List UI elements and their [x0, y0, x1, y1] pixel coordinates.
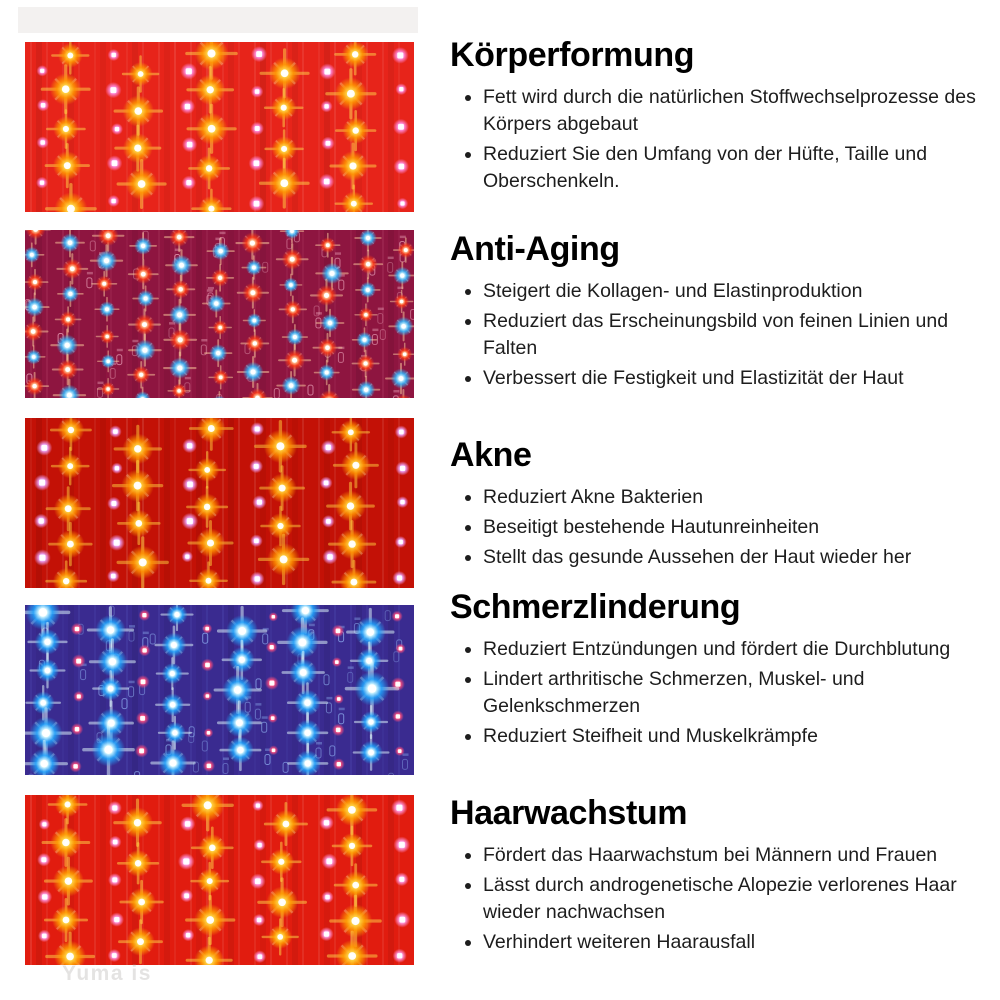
benefit-item: Reduziert Steifheit und Muskelkrämpfe	[483, 723, 991, 750]
benefit-item: Fördert das Haarwachstum bei Männern und…	[483, 842, 991, 869]
benefit-list: Fett wird durch die natürlichen Stoffwec…	[450, 84, 991, 195]
benefit-item: Lässt durch androgenetische Alopezie ver…	[483, 872, 991, 926]
led-panel-image-1	[25, 42, 414, 212]
benefit-item: Stellt das gesunde Aussehen der Haut wie…	[483, 544, 991, 571]
benefit-list: Steigert die Kollagen- und Elastinproduk…	[450, 278, 991, 392]
led-panel-image-5	[25, 795, 414, 965]
led-panel-image-2	[25, 230, 414, 398]
section-title: Akne	[450, 436, 532, 474]
dark-red-led-panel-graphic	[25, 418, 414, 588]
benefit-item: Verbessert die Festigkeit und Elastizitä…	[483, 365, 991, 392]
benefit-item: Reduziert das Erscheinungsbild von feine…	[483, 308, 991, 362]
benefit-item: Steigert die Kollagen- und Elastinproduk…	[483, 278, 991, 305]
red-led-panel-graphic	[25, 42, 414, 212]
benefit-list: Reduziert Akne Bakterien Beseitigt besteh…	[450, 484, 991, 571]
benefit-list: Reduziert Entzündungen und fördert die D…	[450, 636, 991, 750]
section-title: Schmerzlinderung	[450, 588, 741, 626]
benefit-item: Beseitigt bestehende Hautunreinheiten	[483, 514, 991, 541]
red-blue-led-panel-graphic	[25, 230, 414, 398]
section-title: Anti-Aging	[450, 230, 620, 268]
section-title: Körperformung	[450, 36, 695, 74]
red-led-panel-graphic	[25, 795, 414, 965]
blue-led-panel-graphic	[25, 605, 414, 775]
photo-watermark: Yuma is	[62, 962, 152, 985]
led-panel-image-3	[25, 418, 414, 588]
benefit-item: Reduziert Entzündungen und fördert die D…	[483, 636, 991, 663]
benefit-item: Verhindert weiteren Haarausfall	[483, 929, 991, 956]
benefit-item: Reduziert Sie den Umfang von der Hüfte, …	[483, 141, 991, 195]
led-panel-image-4	[25, 605, 414, 775]
top-watermark-band	[18, 7, 418, 33]
section-title: Haarwachstum	[450, 794, 688, 832]
benefit-item: Fett wird durch die natürlichen Stoffwec…	[483, 84, 991, 138]
benefit-item: Reduziert Akne Bakterien	[483, 484, 991, 511]
benefit-list: Fördert das Haarwachstum bei Männern und…	[450, 842, 991, 956]
benefit-item: Lindert arthritische Schmerzen, Muskel- …	[483, 666, 991, 720]
